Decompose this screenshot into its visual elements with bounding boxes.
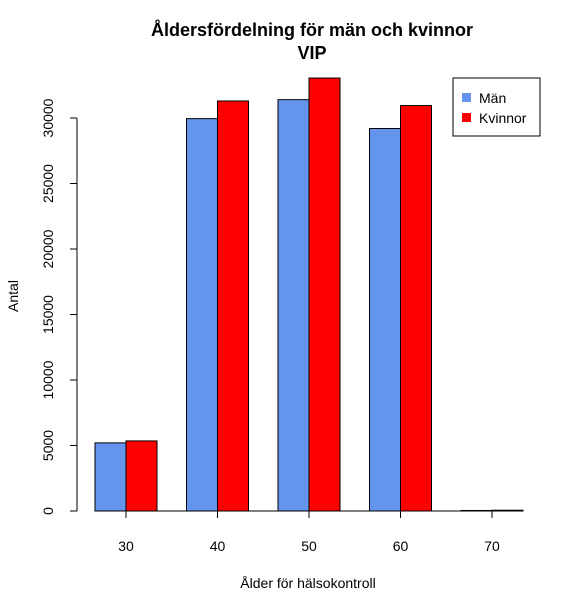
bar-m-n-30 [94,442,127,512]
y-tick-label: 25000 [40,164,56,203]
bar-kvinnor-50 [308,77,341,512]
bar-m-n-60 [369,127,401,512]
legend-swatch [462,93,471,102]
bar-m-n-50 [277,99,310,512]
x-tick-label: 60 [393,538,409,554]
bar-m-n-40 [186,118,218,512]
legend-label: Kvinnor [479,110,527,126]
y-tick-label: 15000 [40,295,56,334]
x-tick-label: 70 [484,538,500,554]
y-tick-label: 30000 [40,98,56,137]
legend: Män Kvinnor [452,77,541,137]
x-tick-label: 50 [301,538,317,554]
bar-kvinnor-60 [400,105,432,512]
x-axis: 30 40 50 60 70 [118,510,500,554]
y-axis-label: Antal [5,280,21,312]
legend-swatch [462,113,471,122]
chart-title: Åldersfördelning för män och kvinnor [151,20,473,40]
bar-kvinnor-40 [217,100,249,512]
bars-group [94,77,524,512]
y-tick-label: 5000 [40,430,56,461]
x-axis-label: Ålder för hälsokontroll [240,575,375,591]
y-axis: 0 5000 10000 15000 20000 25000 30000 [40,98,78,515]
x-tick-label: 30 [118,538,134,554]
bar-kvinnor-30 [125,440,158,512]
y-tick-label: 0 [40,507,56,515]
chart-subtitle: VIP [297,43,326,63]
y-tick-label: 20000 [40,229,56,268]
legend-label: Män [479,90,506,106]
legend-box [452,77,541,137]
bar-kvinnor-70 [491,509,524,512]
x-tick-label: 40 [210,538,226,554]
y-tick-label: 10000 [40,360,56,399]
